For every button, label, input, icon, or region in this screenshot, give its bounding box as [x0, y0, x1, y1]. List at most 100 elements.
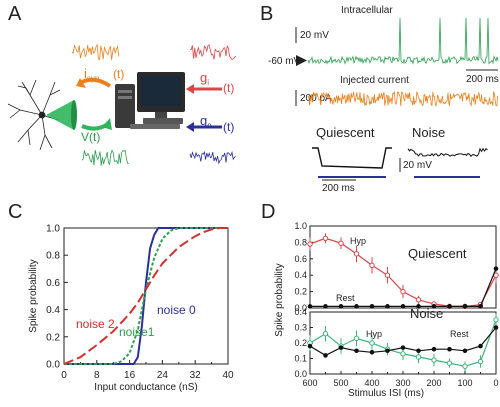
- c-ytick-label: 0.4: [46, 305, 60, 316]
- d-point: [323, 353, 328, 358]
- d-ytick-label: 0.8: [294, 237, 307, 247]
- d-point: [322, 235, 329, 242]
- isyn-arrowhead-icon: [76, 78, 86, 88]
- neuron-icon: [7, 79, 61, 151]
- d-point: [431, 357, 437, 363]
- injected-current-trace: [307, 90, 498, 108]
- d-xtick-label: 100: [457, 378, 472, 388]
- d-xtick-label: 500: [333, 378, 348, 388]
- c-xtick-label: 8: [94, 370, 100, 381]
- electrode-tip-icon: [71, 100, 77, 130]
- c-ytick-label: 0.0: [46, 360, 60, 371]
- computer-icon: [115, 72, 185, 129]
- legend-noise2: noise 2: [76, 317, 115, 331]
- d-point: [416, 348, 421, 354]
- d-xtick-label: 0: [493, 378, 498, 388]
- d-point: [369, 350, 375, 355]
- d-point: [462, 304, 468, 309]
- c-xtick-label: 0: [61, 370, 67, 381]
- c-ytick-label: 1.0: [46, 224, 60, 235]
- d-point: [415, 354, 422, 360]
- d-point: [354, 348, 359, 354]
- v-rest-label: -60 mV: [268, 56, 301, 67]
- d-top-rest-label: Rest: [336, 293, 355, 303]
- d-point: [384, 272, 391, 278]
- d-point: [415, 297, 422, 303]
- noise-trace: [407, 147, 488, 158]
- panel-letter-c: C: [8, 201, 22, 223]
- d-xtick-label: 400: [364, 378, 379, 388]
- d-ytick-label: 0.1: [294, 354, 307, 364]
- ge-label: ge: [200, 113, 212, 130]
- intracellular-trace: [307, 17, 499, 65]
- d-point: [354, 304, 359, 309]
- vt-noise-path: [81, 149, 129, 166]
- panel-letter-d: D: [261, 201, 275, 223]
- d-point: [323, 304, 328, 309]
- c-series-line: [64, 227, 228, 365]
- d-ytick-label: 0.2: [294, 338, 307, 348]
- d-point: [493, 325, 499, 330]
- d-point: [478, 304, 483, 309]
- d-point: [447, 304, 452, 309]
- d-point: [400, 288, 406, 295]
- c-ylabel: Spike probability: [28, 259, 39, 332]
- d-ytick-label: 0.2: [294, 287, 307, 297]
- c-xtick-label: 24: [157, 370, 169, 381]
- d-point: [446, 360, 453, 366]
- ge-trace: [189, 150, 236, 165]
- d-point: [400, 304, 406, 309]
- gi-arrowhead-icon: [186, 84, 194, 94]
- vt-label: V(t): [81, 130, 100, 144]
- legend-noise0: noise 0: [157, 303, 196, 317]
- isyn-noise-path: [71, 43, 120, 61]
- ge-t-label: (t): [223, 120, 234, 134]
- isyn-label: isyn: [84, 66, 99, 83]
- scale-20mv-b-label: 20 mV: [403, 160, 432, 171]
- d-bottom-title: Noise: [410, 306, 443, 321]
- current-noise-path: [307, 90, 498, 108]
- scale-20mv-label: 20 mV: [300, 30, 329, 41]
- d-top-hyp-label: Hyp: [350, 236, 366, 246]
- d-point: [353, 251, 360, 257]
- d-ytick-label: 0.4: [294, 307, 307, 317]
- intracellular-noise-path: [307, 17, 499, 65]
- ge-noise-path: [189, 150, 236, 165]
- d-bottom-plot: 0.0 0.1 0.2 0.3 0.4 600 500 400 300 200 100 0: [294, 307, 499, 388]
- c-series: [63, 227, 228, 365]
- noise-label: Noise: [412, 125, 445, 140]
- scale-200pa-label: 200 pA: [300, 93, 332, 104]
- d-point: [353, 335, 360, 342]
- d-top-plot: 0.0 0.2 0.4 0.6 0.8 1.0: [294, 221, 499, 313]
- plot-frame-c: [63, 227, 229, 365]
- d-ytick-label: 1.0: [294, 221, 307, 231]
- d-point: [385, 348, 390, 354]
- panel-letter-b: B: [260, 3, 273, 25]
- d-xtick-label: 600: [302, 378, 317, 388]
- d-point: [307, 304, 313, 309]
- d-point: [477, 358, 484, 365]
- d-point: [431, 346, 437, 352]
- ge-arrowhead-icon: [186, 122, 194, 132]
- d-point: [462, 348, 468, 354]
- d-bottom-rest-label: Rest: [450, 329, 469, 339]
- panel-a: isyn (t) V(t) gi (t) ge (t): [7, 43, 236, 166]
- vt-trace: [81, 149, 129, 166]
- quiescent-trace: [312, 147, 392, 169]
- scale-200ms-label: 200 ms: [466, 74, 499, 85]
- d-point: [385, 304, 390, 309]
- c-ytick-label: 0.6: [46, 278, 60, 289]
- d-top-title: Quiescent: [408, 246, 467, 261]
- c-ytick-label: 0.2: [46, 332, 60, 343]
- quiescent-label: Quiescent: [316, 125, 375, 140]
- d-ytick-label: 0.0: [294, 369, 307, 379]
- gi-noise-path: [190, 44, 236, 61]
- d-ylabel: Spike probability: [274, 263, 285, 336]
- isyn-t-label: (t): [113, 67, 124, 81]
- d-point: [307, 241, 313, 247]
- c-xtick-label: 40: [222, 370, 234, 381]
- d-point: [493, 266, 499, 271]
- c-ytick-label: 0.8: [46, 251, 60, 262]
